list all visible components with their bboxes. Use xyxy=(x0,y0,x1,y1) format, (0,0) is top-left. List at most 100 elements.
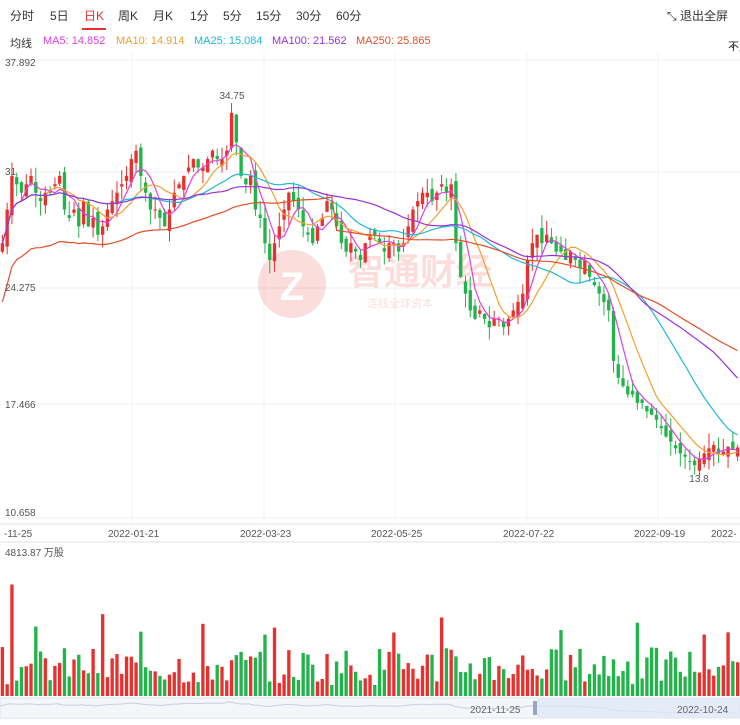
tab-30min[interactable]: 30分 xyxy=(296,9,322,23)
tab-intraday[interactable]: 分时 xyxy=(10,9,35,23)
volume-bar xyxy=(392,632,396,696)
candle-body xyxy=(459,241,463,277)
candle-body xyxy=(53,184,57,187)
kline-chart[interactable]: Z 智通财经 连线全球资本 37.892 31 24.275 17.466 10… xyxy=(0,52,740,725)
volume-bar xyxy=(10,584,14,696)
tab-daily-k[interactable]: 日K xyxy=(81,9,107,30)
ma-title: 均线 xyxy=(10,38,32,50)
candles xyxy=(0,103,740,477)
candle-body xyxy=(712,444,716,452)
candle-body xyxy=(100,226,105,235)
tab-monthly-k[interactable]: 月K xyxy=(153,9,174,23)
candle-body xyxy=(650,408,654,415)
date-tick: 2022-09-19 xyxy=(634,529,686,540)
volume-bar xyxy=(167,674,172,696)
volume-bar xyxy=(349,665,353,696)
low-annotation: 13.8 xyxy=(689,474,709,485)
volume-bar xyxy=(630,684,635,696)
candle-body xyxy=(416,201,420,207)
volume-bar xyxy=(726,632,730,696)
volume-bar xyxy=(268,681,272,696)
volume-bar xyxy=(129,656,133,696)
tab-1min[interactable]: 1分 xyxy=(190,9,209,23)
candle-body xyxy=(167,209,172,232)
volume-bar xyxy=(186,681,191,696)
adjust-label: 不复权 xyxy=(728,41,740,53)
candle-body xyxy=(630,390,635,395)
volume-bar xyxy=(182,682,186,696)
volume-bar xyxy=(24,666,28,696)
volume-bar xyxy=(487,657,492,696)
volume-bar xyxy=(296,680,301,696)
candle-body xyxy=(568,251,573,264)
navigator-handle-left[interactable] xyxy=(533,701,537,715)
candle-body xyxy=(626,386,630,395)
tab-5day[interactable]: 5日 xyxy=(50,9,69,23)
volume-bar xyxy=(640,678,644,696)
volume-bar xyxy=(91,648,95,696)
candle-body xyxy=(473,305,477,319)
candle-body xyxy=(559,245,563,252)
chevron-down-icon: ⌄ xyxy=(728,39,738,51)
candle-body xyxy=(301,210,305,227)
candle-body xyxy=(248,175,253,186)
candle-body xyxy=(67,215,71,218)
volume-bar xyxy=(53,665,57,696)
tab-5min[interactable]: 5分 xyxy=(223,9,242,23)
volume-bar xyxy=(306,654,310,696)
volume-bar xyxy=(712,675,716,696)
candle-body xyxy=(406,226,410,238)
volume-bar xyxy=(473,679,477,696)
tab-60min[interactable]: 60分 xyxy=(336,9,362,23)
candle-body xyxy=(683,454,687,457)
navigator-selection[interactable] xyxy=(537,698,740,718)
candle-body xyxy=(731,441,735,451)
candle-body xyxy=(654,414,659,420)
candle-body xyxy=(215,155,219,160)
svg-text:Z: Z xyxy=(280,265,304,309)
volume-bar xyxy=(401,669,406,696)
volume-bar xyxy=(77,654,81,696)
tab-15min[interactable]: 15分 xyxy=(256,9,282,23)
candle-body xyxy=(220,159,224,166)
price-tick: 24.275 xyxy=(5,283,36,294)
candle-body xyxy=(645,405,649,412)
volume-bar xyxy=(29,663,33,696)
ma-legend: 均线 MA5: 14.852 MA10: 14.914 MA25: 15.084… xyxy=(0,32,740,53)
candle-body xyxy=(492,318,496,326)
date-tick: 2022-07-22 xyxy=(503,529,555,540)
volume-bar xyxy=(430,654,434,696)
volume-bar xyxy=(43,658,48,696)
volume-bar xyxy=(406,663,410,696)
tab-weekly-k[interactable]: 周K xyxy=(118,9,139,23)
volume-bar xyxy=(626,661,630,696)
volume-bar xyxy=(416,678,420,696)
volume-bar xyxy=(597,674,601,696)
ma5-value: MA5: 14.852 xyxy=(43,35,106,47)
watermark-text: 智通财经 xyxy=(348,252,492,293)
volume-bar xyxy=(34,626,38,696)
volume-bar xyxy=(253,657,258,696)
candle-body xyxy=(115,192,119,205)
volume-bar xyxy=(15,680,19,696)
navigator-start-date: 2021-11-25 xyxy=(470,705,521,716)
candle-body xyxy=(163,212,167,227)
volume-bar xyxy=(568,654,573,696)
candle-body xyxy=(38,197,43,202)
volume-bar xyxy=(587,674,592,696)
candle-body xyxy=(659,426,663,429)
volume-bar xyxy=(100,614,105,696)
volume-bar xyxy=(115,654,119,696)
period-tabs: 分时 5日 日K 周K 月K 1分 5分 15分 30分 60分 ⤡ 退出全屏 xyxy=(0,0,740,32)
volume-bar xyxy=(5,684,9,696)
volume-bar xyxy=(320,679,324,696)
exit-fullscreen-button[interactable]: ⤡ 退出全屏 xyxy=(667,7,728,24)
volume-bar xyxy=(678,671,682,696)
volume-bar xyxy=(210,679,215,696)
candle-body xyxy=(29,175,33,184)
volume-bar xyxy=(516,664,520,696)
volume-bar xyxy=(239,651,243,696)
range-navigator[interactable]: 2021-11-25 2022-10-24 xyxy=(0,697,740,719)
volume-bar xyxy=(511,673,515,696)
candle-body xyxy=(525,259,530,300)
